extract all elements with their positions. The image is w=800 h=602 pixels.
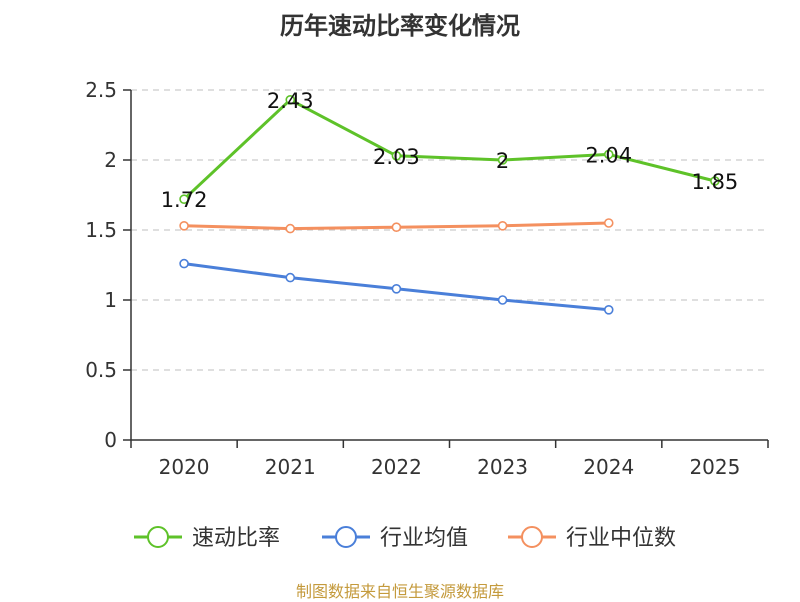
data-point [179,194,189,204]
data-label: 2.03 [373,145,420,169]
legend-marker [335,526,357,548]
y-tick-label: 1 [104,288,117,312]
data-point [179,258,189,269]
data-point [603,218,614,228]
legend-marker [521,526,543,548]
legend-label: 行业中位数 [566,526,676,551]
axes: 0 0.5 1 1.5 2 2.5 2020 2021 2022 2023 2024 2025 [85,78,769,479]
y-tick-label: 2.5 [85,78,117,102]
data-point [391,283,402,294]
data-point [179,221,189,231]
data-point [391,151,402,161]
x-tick-label: 2020 [159,455,210,479]
data-point [285,272,296,283]
series-lines [179,95,720,315]
series-line-0 [183,98,716,201]
data-point [285,95,296,105]
data-label: 2.43 [267,89,314,113]
data-point [603,149,614,160]
data-point [710,176,720,186]
x-tick-label: 2022 [371,455,422,479]
data-point [603,304,614,315]
data-labels: 1.72 2.43 2.03 2 2.04 1.85 [161,89,739,212]
x-tick-label: 2024 [583,455,634,479]
data-point [497,155,508,165]
legend-marker [147,526,169,548]
data-label: 2.04 [585,143,632,167]
x-tick-label: 2025 [689,455,740,479]
x-tick-label: 2021 [265,455,316,479]
legend: 速动比率 行业均值 行业中位数 [134,526,676,551]
data-point [391,222,402,232]
grid-lines [131,89,768,371]
y-tick-label: 2 [104,148,117,172]
data-point [497,221,508,231]
y-tick-label: 0 [104,428,117,452]
source-note: 制图数据来自恒生聚源数据库 [295,582,504,601]
x-tick-label: 2023 [477,455,528,479]
legend-label: 速动比率 [192,526,280,551]
data-label: 1.85 [692,170,739,194]
y-tick-label: 1.5 [85,218,117,242]
data-label: 1.72 [161,188,208,212]
data-point [497,295,508,305]
data-point [285,223,296,234]
chart-title: 历年速动比率变化情况 [280,12,520,40]
data-label: 2 [496,149,509,173]
y-tick-label: 0.5 [85,358,117,382]
legend-label: 行业均值 [380,526,468,551]
